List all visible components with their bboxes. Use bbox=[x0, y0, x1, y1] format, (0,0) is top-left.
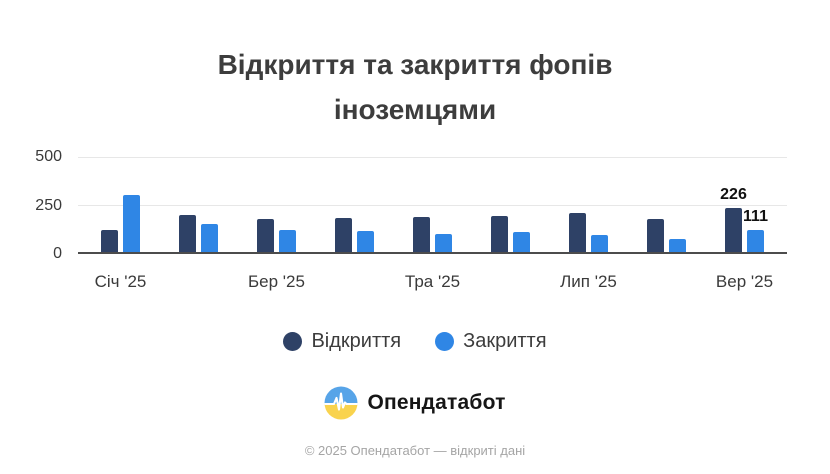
bar-zakryttia-1 bbox=[201, 224, 218, 252]
gridline-500 bbox=[78, 156, 787, 158]
x-axis-line bbox=[78, 252, 787, 254]
y-tick-label-0: 0 bbox=[53, 245, 62, 262]
chart-title: Відкриття та закриття фопів іноземцями bbox=[217, 49, 613, 125]
x-tick-label-0: Січ '25 bbox=[94, 272, 147, 291]
legend-label-vidkryttia: Відкриття bbox=[311, 330, 402, 352]
bar-value-label: 226 bbox=[720, 186, 747, 204]
bar-zakryttia-0 bbox=[123, 194, 140, 252]
bar-vidkryttia-6 bbox=[569, 213, 586, 252]
plot-area: 226 111 Січ '25 Бер '25 Тра '25 Лип '25 Вер '2… bbox=[78, 156, 787, 291]
legend-dot-vidkryttia-icon bbox=[283, 332, 303, 351]
bar-vidkryttia-2 bbox=[257, 219, 274, 252]
bar-vidkryttia-3 bbox=[335, 218, 352, 252]
legend-dot-zakryttia-icon bbox=[435, 332, 455, 351]
y-axis: 0 250 500 bbox=[0, 148, 62, 262]
bar-vidkryttia-5 bbox=[491, 216, 508, 252]
bar-vidkryttia-4 bbox=[413, 217, 430, 252]
bar-zakryttia-3 bbox=[357, 231, 374, 252]
bar-zakryttia-4 bbox=[435, 233, 452, 252]
legend-item-vidkryttia: Відкриття bbox=[283, 330, 401, 353]
bar-vidkryttia-0 bbox=[101, 229, 118, 252]
legend: Відкриття Закриття bbox=[0, 330, 830, 353]
copyright-footer: © 2025 Опендатабот — відкриті дані bbox=[304, 443, 526, 458]
x-tick-label-3: Лип '25 bbox=[560, 272, 617, 291]
bar-value-label: 111 bbox=[743, 208, 768, 226]
y-tick-label-250: 250 bbox=[35, 196, 62, 214]
gridline-250 bbox=[78, 205, 787, 206]
x-tick-label-1: Бер '25 bbox=[248, 272, 305, 291]
opendatabot-flag-pulse-icon bbox=[324, 386, 358, 420]
bar-zakryttia-8 bbox=[747, 230, 764, 252]
brand-logo: Опендатабот bbox=[0, 386, 830, 420]
legend-label-zakryttia: Закриття bbox=[463, 330, 547, 352]
bar-zakryttia-6 bbox=[591, 234, 608, 252]
bar-vidkryttia-8 bbox=[725, 208, 742, 252]
bar-vidkryttia-7 bbox=[647, 219, 664, 252]
x-tick-label-2: Тра '25 bbox=[404, 272, 461, 291]
x-tick-label-4: Вер '25 bbox=[715, 272, 774, 291]
bar-vidkryttia-1 bbox=[179, 215, 196, 252]
brand-name: Опендатабот bbox=[367, 391, 506, 414]
y-tick-label-500: 500 bbox=[35, 148, 62, 165]
chart-title-row: Відкриття та закриття фопів іноземцями bbox=[0, 42, 830, 132]
bar-zakryttia-5 bbox=[513, 232, 530, 252]
legend-item-zakryttia: Закриття bbox=[435, 330, 547, 353]
bar-zakryttia-2 bbox=[279, 229, 296, 252]
bar-zakryttia-7 bbox=[669, 239, 686, 252]
